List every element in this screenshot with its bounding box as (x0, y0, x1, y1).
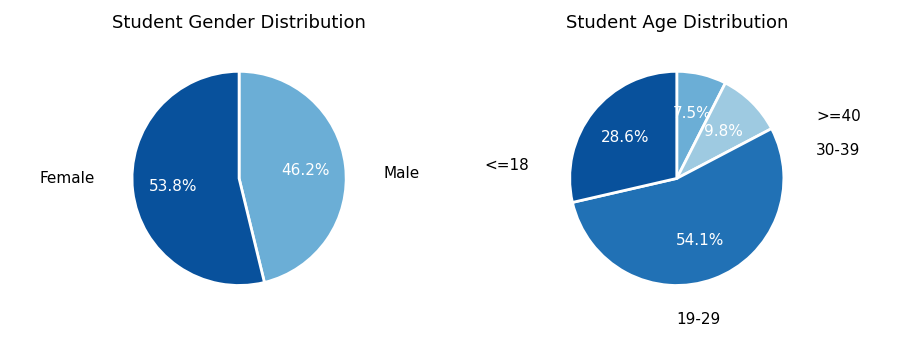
Wedge shape (677, 71, 725, 178)
Text: Female: Female (40, 171, 94, 186)
Text: 53.8%: 53.8% (148, 179, 197, 194)
Text: 54.1%: 54.1% (676, 233, 724, 248)
Text: <=18: <=18 (484, 158, 529, 173)
Wedge shape (572, 129, 784, 285)
Title: Student Gender Distribution: Student Gender Distribution (112, 14, 366, 32)
Text: >=40: >=40 (816, 109, 860, 124)
Text: Male: Male (383, 165, 420, 180)
Text: 7.5%: 7.5% (673, 106, 712, 121)
Wedge shape (239, 71, 346, 282)
Wedge shape (132, 71, 265, 285)
Wedge shape (570, 71, 677, 203)
Text: 46.2%: 46.2% (281, 163, 329, 178)
Text: 19-29: 19-29 (676, 312, 720, 327)
Text: 28.6%: 28.6% (600, 130, 649, 145)
Text: 9.8%: 9.8% (704, 124, 742, 139)
Text: 30-39: 30-39 (816, 143, 860, 158)
Title: Student Age Distribution: Student Age Distribution (565, 14, 788, 32)
Wedge shape (677, 83, 771, 178)
